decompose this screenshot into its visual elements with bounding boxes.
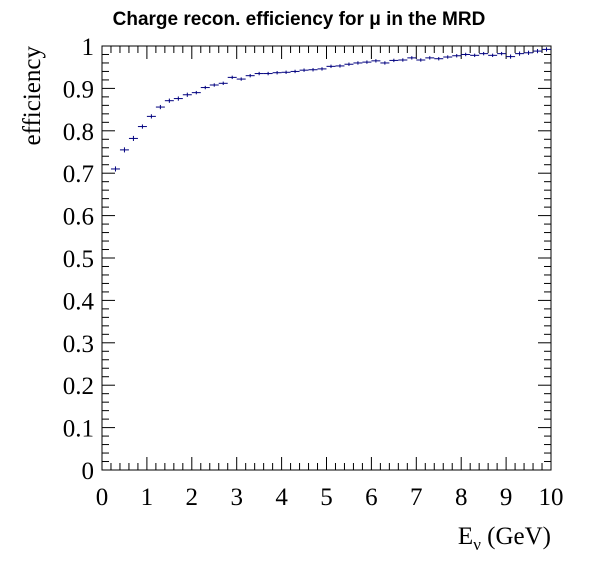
data-point — [137, 124, 147, 129]
y-tick-label: 0.1 — [63, 416, 94, 443]
y-tick-label: 0.5 — [63, 246, 94, 273]
x-axis-label-main: E — [458, 523, 473, 550]
y-tick-label: 0.4 — [63, 288, 95, 315]
data-point — [272, 71, 282, 75]
data-point — [146, 114, 156, 119]
data-point — [398, 58, 408, 62]
x-axis-label: Eν (GeV) — [458, 523, 551, 554]
x-tick-label: 10 — [539, 484, 564, 511]
data-points — [110, 47, 551, 172]
data-point — [407, 56, 417, 60]
y-tick-label: 1 — [82, 34, 95, 61]
data-point — [173, 96, 183, 101]
data-point — [299, 68, 309, 72]
data-point — [335, 64, 345, 68]
plot-frame — [101, 45, 552, 471]
data-point — [362, 60, 372, 64]
data-point — [479, 51, 489, 56]
data-point — [119, 147, 129, 153]
data-point — [506, 54, 516, 59]
data-point — [533, 48, 543, 54]
data-point — [353, 61, 363, 65]
x-tick-label: 5 — [320, 484, 333, 511]
data-point — [164, 98, 174, 103]
data-point — [389, 58, 399, 63]
data-point — [110, 166, 120, 172]
data-point — [524, 50, 534, 55]
data-point — [515, 51, 525, 56]
y-axis-ticks — [102, 45, 551, 471]
data-point — [290, 69, 300, 74]
data-point — [371, 59, 381, 63]
data-point — [542, 47, 551, 52]
data-point — [236, 77, 246, 81]
data-point — [497, 51, 507, 56]
data-point — [443, 55, 453, 59]
data-point — [128, 135, 138, 141]
x-tick-label: 1 — [141, 484, 154, 511]
y-axis-tick-labels: 0 0.1 0.2 0.3 0.4 0.5 0.6 0.7 0.8 0.9 1 — [63, 34, 95, 485]
data-point — [344, 62, 354, 66]
data-point — [200, 85, 210, 90]
data-point — [281, 70, 291, 74]
y-axis-label: efficiency — [19, 46, 46, 146]
data-point — [425, 56, 435, 60]
x-tick-label: 8 — [455, 484, 468, 511]
data-point — [191, 90, 201, 95]
x-tick-label: 7 — [410, 484, 423, 511]
data-point — [245, 73, 255, 78]
data-point — [155, 104, 165, 110]
y-tick-label: 0.2 — [63, 373, 94, 400]
x-tick-label: 2 — [186, 484, 199, 511]
x-axis-label-unit: (GeV) — [481, 523, 551, 550]
y-tick-label: 0.7 — [63, 161, 94, 188]
x-tick-label: 9 — [500, 484, 513, 511]
data-point — [461, 52, 471, 57]
data-point — [452, 54, 462, 58]
y-tick-label: 0.9 — [63, 76, 94, 103]
data-point — [488, 53, 498, 58]
x-tick-label: 3 — [230, 484, 243, 511]
x-axis-tick-labels: 0 1 2 3 4 5 6 7 8 9 10 — [96, 484, 564, 511]
data-point — [434, 57, 444, 61]
y-tick-label: 0.8 — [63, 119, 94, 146]
data-point — [254, 71, 264, 76]
data-point — [416, 58, 426, 62]
chart-title: Charge recon. efficiency for μ in the MR… — [113, 9, 486, 30]
data-point — [218, 81, 228, 86]
y-tick-label: 0 — [82, 458, 95, 485]
x-axis-ticks — [101, 46, 552, 470]
x-tick-label: 4 — [275, 484, 288, 511]
x-tick-label: 6 — [365, 484, 378, 511]
data-point — [470, 53, 480, 58]
x-axis-label-subscript: ν — [473, 535, 481, 554]
data-point — [317, 67, 327, 71]
data-point — [227, 75, 237, 80]
data-point — [209, 83, 219, 87]
y-tick-label: 0.3 — [63, 331, 94, 358]
data-point — [308, 68, 318, 72]
data-point — [182, 92, 192, 97]
x-tick-label: 0 — [96, 484, 109, 511]
y-tick-label: 0.6 — [63, 204, 94, 231]
data-point — [326, 64, 336, 69]
data-point — [380, 61, 390, 65]
data-point — [263, 71, 273, 76]
